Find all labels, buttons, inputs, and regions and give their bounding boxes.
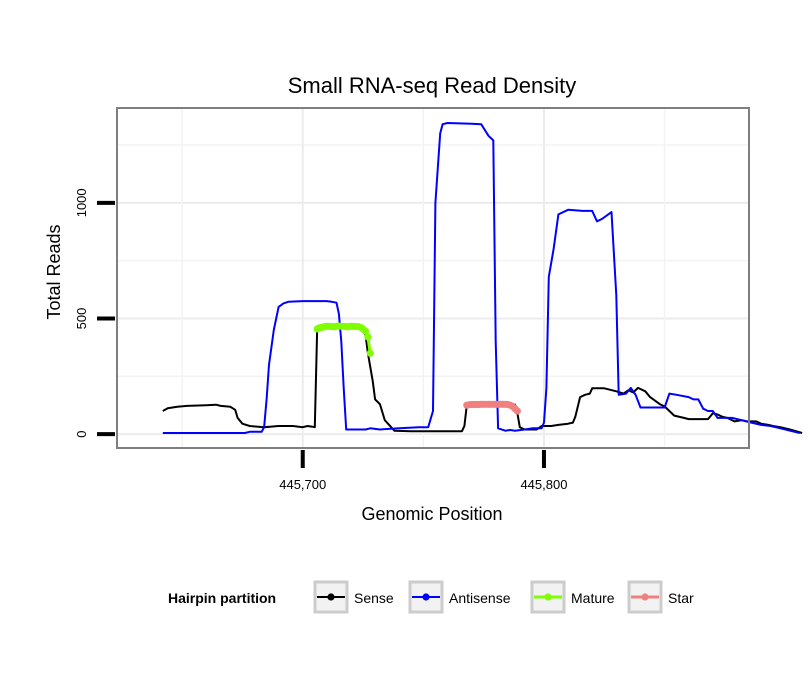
data-point-mature [364, 333, 372, 341]
x-axis-title: Genomic Position [361, 504, 502, 524]
x-tick-label: 445,700 [279, 477, 326, 492]
legend-label-sense: Sense [354, 590, 394, 606]
y-axis: 0 500 1000 [74, 188, 115, 438]
legend-label-mature: Mature [571, 590, 615, 606]
y-tick-label: 500 [74, 308, 89, 330]
legend-label-antisense: Antisense [449, 590, 511, 606]
data-point-star [513, 407, 522, 415]
data-point-mature [361, 327, 370, 335]
legend-key-point-antisense [422, 593, 430, 601]
series-line-antisense [162, 122, 800, 434]
legend-key-point-sense [327, 593, 335, 601]
y-axis-title: Total Reads [44, 224, 64, 319]
legend-key-point-star [641, 593, 649, 601]
plot-border [116, 107, 750, 449]
data-point-mature [366, 349, 374, 357]
legend-key-point-mature [544, 593, 552, 601]
grid [117, 108, 749, 448]
series-group [162, 122, 803, 434]
legend: Hairpin partition Sense Antisense Mature St… [168, 580, 694, 614]
x-axis: 445,700 445,800 [279, 450, 567, 492]
chart-title: Small RNA-seq Read Density [288, 73, 577, 98]
legend-title: Hairpin partition [168, 590, 276, 606]
series-line-sense [162, 325, 803, 434]
legend-label-star: Star [668, 590, 694, 606]
y-tick-label: 0 [74, 431, 89, 438]
y-tick-label: 1000 [74, 188, 89, 217]
x-tick-label: 445,800 [520, 477, 567, 492]
